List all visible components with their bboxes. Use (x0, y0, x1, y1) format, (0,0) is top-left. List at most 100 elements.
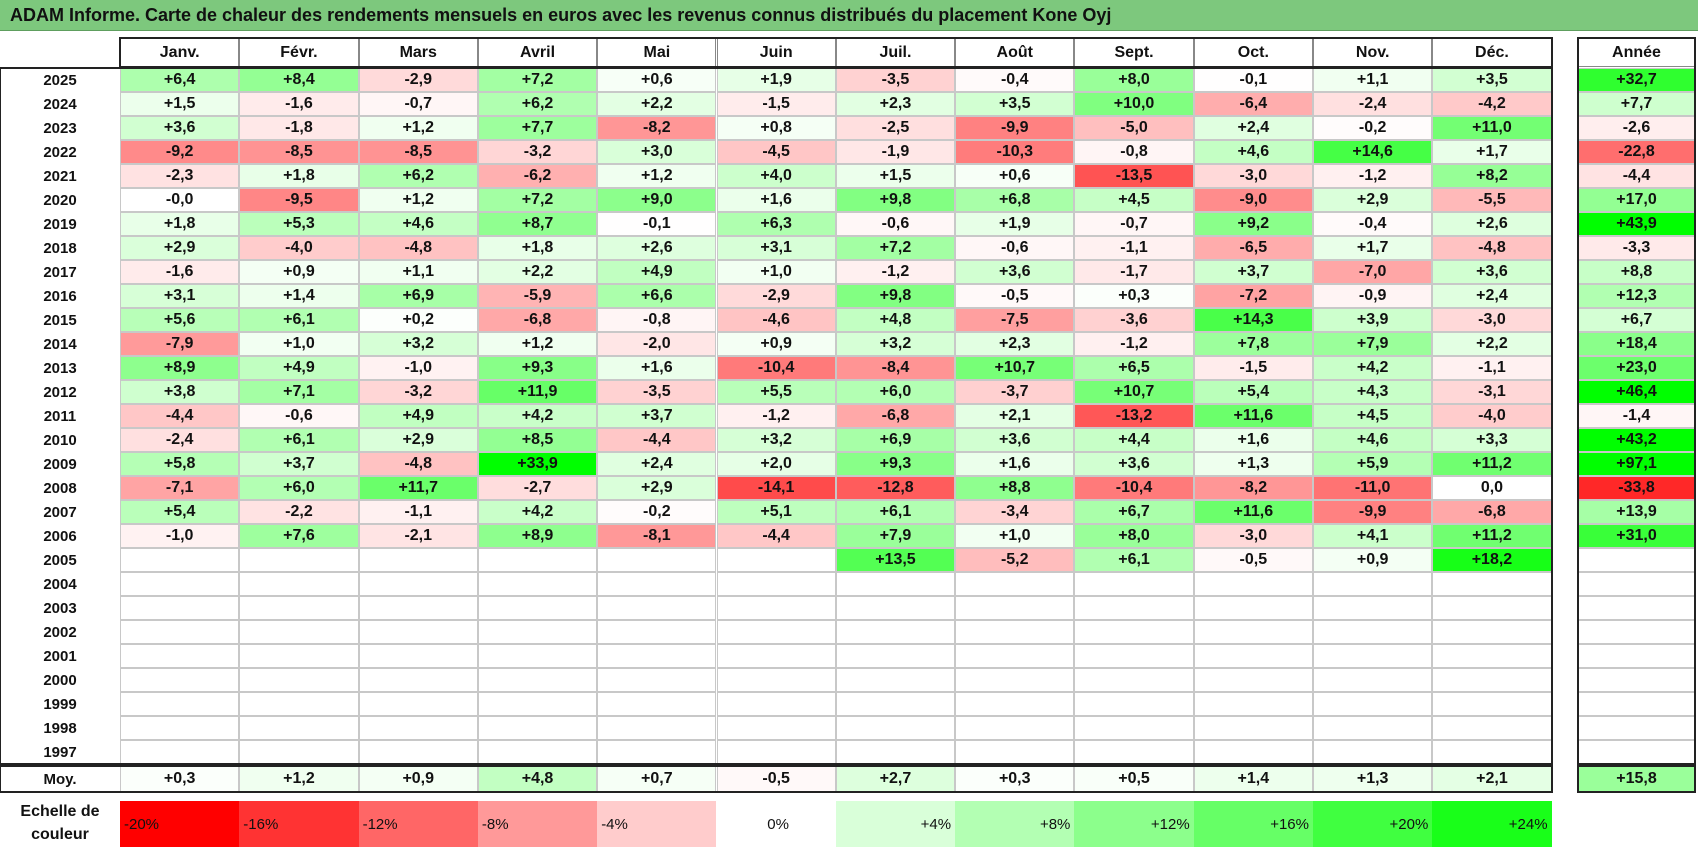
heatmap-cell: +2,2 (597, 92, 717, 116)
year-label: 2001 (43, 647, 77, 665)
heatmap-cell: +6,2 (358, 164, 478, 188)
annual-return-cell: +43,2 (1578, 428, 1695, 452)
month-header: Mai (597, 38, 717, 67)
heatmap-cell: +6,7 (1074, 500, 1194, 524)
average-cell: +1,3 (1313, 766, 1433, 792)
heatmap-cell: +11,2 (1432, 524, 1552, 548)
heatmap-cell: +3,7 (597, 404, 717, 428)
heatmap-cell (120, 644, 240, 668)
average-cell: +1,2 (239, 766, 359, 792)
heatmap-cell (716, 620, 836, 644)
heatmap-cell (1074, 740, 1194, 764)
heatmap-cell: +1,5 (120, 92, 240, 116)
heatmap-cell: +6,0 (239, 476, 359, 500)
color-scale-step: +8% (955, 801, 1075, 847)
heatmap-cell: -1,1 (1074, 236, 1194, 260)
average-cell: +2,7 (835, 766, 956, 792)
heatmap-cell (1074, 692, 1194, 716)
heatmap-cell: +5,4 (120, 500, 240, 524)
heatmap-cell: -4,4 (716, 524, 836, 548)
annual-return-cell: +31,0 (1578, 524, 1695, 548)
year-label: 2008 (43, 479, 77, 497)
heatmap-cell (477, 716, 598, 740)
heatmap-cell: -8,5 (239, 140, 359, 164)
heatmap-cell: -6,8 (835, 404, 956, 428)
heatmap-cell: +8,8 (955, 476, 1075, 500)
year-label: 2009 (43, 455, 77, 473)
heatmap-cell: +3,6 (1074, 452, 1194, 476)
heatmap-cell: +3,7 (239, 452, 359, 476)
month-header: Nov. (1313, 38, 1433, 67)
heatmap-cell: +1,2 (477, 332, 598, 356)
heatmap-cell: -3,7 (955, 380, 1075, 404)
heatmap-cell (239, 740, 359, 764)
heatmap-cell (1074, 596, 1194, 620)
heatmap-cell: -0,8 (1074, 140, 1194, 164)
heatmap-cell: -11,0 (1313, 476, 1433, 500)
year-label: 2010 (43, 431, 77, 449)
heatmap-cell: -8,2 (1193, 476, 1313, 500)
heatmap-cell (1432, 740, 1552, 764)
heatmap-cell: -2,7 (477, 476, 598, 500)
month-header: Oct. (1193, 38, 1313, 67)
heatmap-cell: +18,2 (1432, 548, 1552, 572)
heatmap-cell: -3,1 (1432, 380, 1552, 404)
heatmap-cell (1193, 596, 1313, 620)
heatmap-cell (955, 716, 1075, 740)
heatmap-cell: +11,6 (1193, 404, 1313, 428)
heatmap-cell: +1,5 (835, 164, 956, 188)
heatmap-cell: +3,6 (955, 260, 1075, 284)
year-label: 2022 (43, 143, 77, 161)
heatmap-cell: -14,1 (716, 476, 836, 500)
heatmap-cell: -4,8 (358, 236, 478, 260)
heatmap-cell (1313, 572, 1433, 596)
heatmap-cell: +3,0 (597, 140, 717, 164)
heatmap-cell (358, 692, 478, 716)
heatmap-cell: +6,1 (239, 428, 359, 452)
heatmap-cell: -2,4 (1313, 92, 1433, 116)
year-label: 2006 (43, 527, 77, 545)
annual-return-cell (1578, 572, 1695, 596)
heatmap-cell: -2,3 (120, 164, 240, 188)
heatmap-cell: +4,5 (1074, 188, 1194, 212)
heatmap-cell: +6,3 (716, 212, 836, 236)
annual-return-cell: -2,6 (1578, 116, 1695, 140)
heatmap-cell (1432, 620, 1552, 644)
annual-return-cell (1578, 644, 1695, 668)
heatmap-cell: +4,4 (1074, 428, 1194, 452)
heatmap-cell: +2,4 (1193, 116, 1313, 140)
heatmap-cell: +6,1 (835, 500, 956, 524)
heatmap-cell: +3,2 (835, 332, 956, 356)
year-label: 2013 (43, 359, 77, 377)
heatmap-cell: -1,5 (1193, 356, 1313, 380)
heatmap-cell: -9,5 (239, 188, 359, 212)
annual-return-cell: +23,0 (1578, 356, 1695, 380)
heatmap-cell: +1,2 (358, 116, 478, 140)
heatmap-cell: -6,4 (1193, 92, 1313, 116)
heatmap-cell (120, 596, 240, 620)
heatmap-cell: +1,6 (597, 356, 717, 380)
heatmap-cell: -1,6 (239, 92, 359, 116)
heatmap-cell: +6,4 (120, 68, 240, 92)
heatmap-cell: -1,6 (120, 260, 240, 284)
heatmap-cell: -0,9 (1313, 284, 1433, 308)
heatmap-cell: +3,7 (1193, 260, 1313, 284)
year-label: 2015 (43, 311, 77, 329)
heatmap-cell: +3,1 (716, 236, 836, 260)
heatmap-cell: +6,0 (835, 380, 956, 404)
heatmap-cell: +7,1 (239, 380, 359, 404)
heatmap-cell (1193, 572, 1313, 596)
heatmap-cell: +1,2 (597, 164, 717, 188)
heatmap-cell: +14,6 (1313, 140, 1433, 164)
heatmap-cell: +2,9 (120, 236, 240, 260)
heatmap-cell (1313, 716, 1433, 740)
heatmap-cell: +10,7 (1074, 380, 1194, 404)
heatmap-cell (955, 644, 1075, 668)
heatmap-cell: -2,1 (358, 524, 478, 548)
year-label: 2021 (43, 167, 77, 185)
heatmap-cell: +5,4 (1193, 380, 1313, 404)
color-scale-step: +4% (835, 801, 956, 847)
year-label: 2007 (43, 503, 77, 521)
heatmap-cell: -4,8 (358, 452, 478, 476)
color-scale-step: -4% (597, 801, 717, 847)
